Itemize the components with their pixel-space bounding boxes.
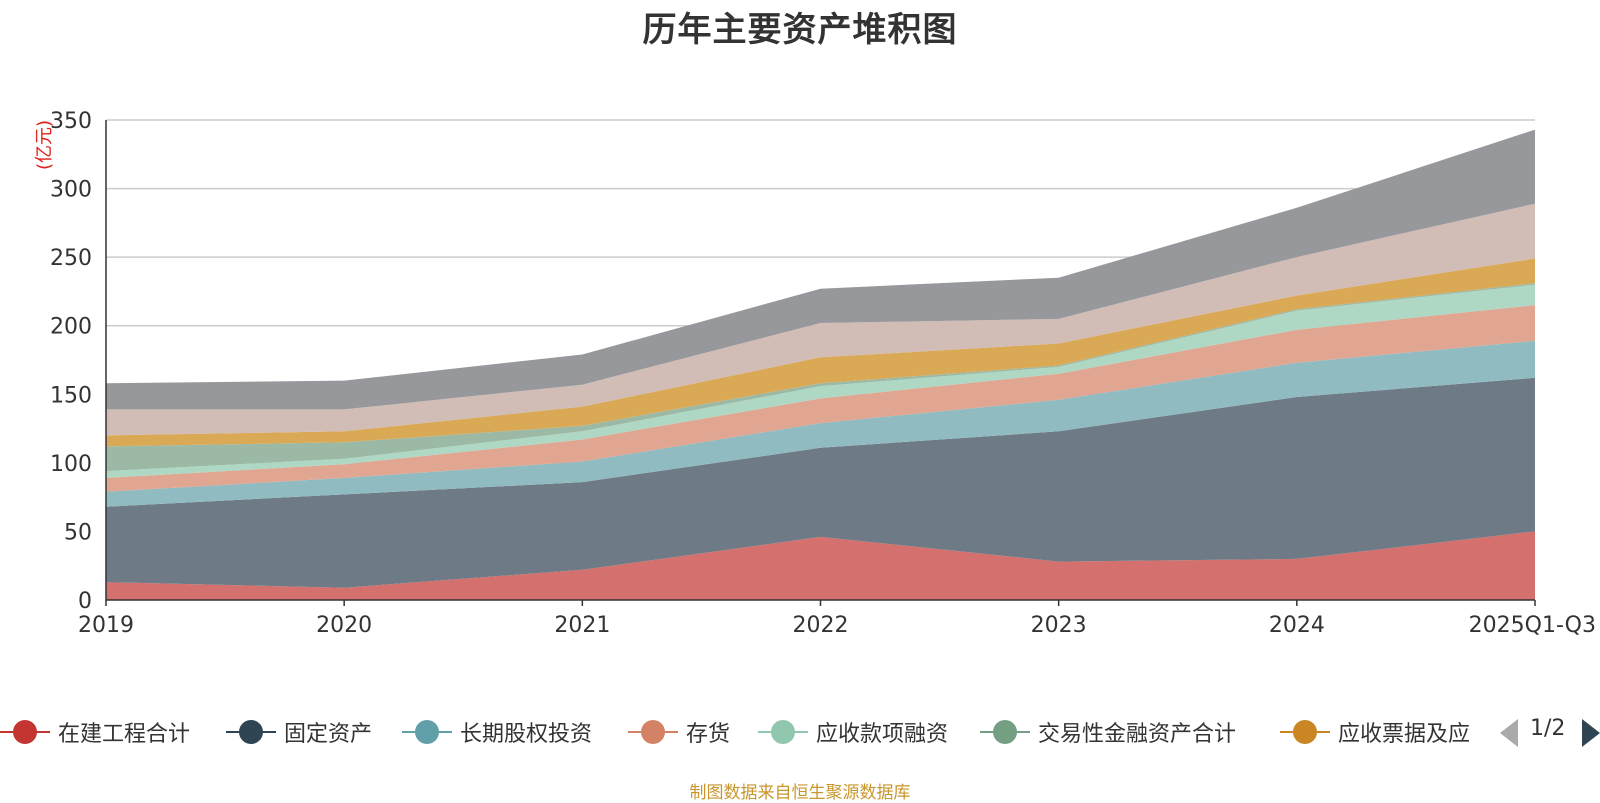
chart-title: 历年主要资产堆积图 bbox=[642, 10, 958, 50]
legend-label: 应收票据及应 bbox=[1338, 722, 1471, 747]
area-series-应收款项融资[interactable] bbox=[106, 284, 1535, 478]
legend-item[interactable]: 长期股权投资 bbox=[402, 712, 592, 752]
legend-label: 存货 bbox=[686, 722, 731, 747]
legend-marker-icon bbox=[758, 720, 808, 744]
area-series-在建工程合计[interactable] bbox=[106, 531, 1535, 600]
area-series-固定资产[interactable] bbox=[106, 377, 1535, 588]
stacked-area-chart: 0 50 100 150 200 250 300 350 2019 2020 2021 2022 202… bbox=[34, 109, 1596, 638]
legend-page-indicator: 1/2 bbox=[1530, 716, 1566, 741]
x-tick-label: 2025Q1-Q3 bbox=[1469, 613, 1596, 638]
legend-next-page-icon[interactable] bbox=[1582, 719, 1600, 747]
y-tick-label: 200 bbox=[50, 315, 92, 340]
x-tick-label: 2022 bbox=[793, 613, 849, 638]
legend-item[interactable]: 在建工程合计 bbox=[0, 712, 190, 752]
legend-item[interactable]: 固定资产 bbox=[226, 712, 372, 752]
legend-item[interactable]: 应收款项融资 bbox=[758, 712, 948, 752]
legend-item[interactable]: 应收票据及应 bbox=[1280, 712, 1470, 752]
legend: 在建工程合计 固定资产 长期股权投资 存货 应收款项融资 交易性金融资产合计 应收票据及应 bbox=[0, 712, 1600, 752]
series-areas[interactable] bbox=[106, 129, 1535, 600]
area-series-其他1[interactable] bbox=[106, 203, 1535, 436]
legend-label: 在建工程合计 bbox=[58, 722, 191, 747]
y-tick-label: 300 bbox=[50, 178, 92, 203]
y-tick-label: 250 bbox=[50, 246, 92, 271]
y-tick-label: 350 bbox=[50, 109, 92, 134]
x-tick-label: 2020 bbox=[316, 613, 372, 638]
data-source-note: 制图数据来自恒生聚源数据库 bbox=[689, 783, 911, 803]
legend-marker-icon bbox=[0, 720, 50, 744]
y-axis-unit-label: (亿元) bbox=[34, 120, 55, 170]
legend-marker-icon bbox=[402, 720, 452, 744]
area-series-长期股权投资[interactable] bbox=[106, 340, 1535, 507]
y-tick-label: 0 bbox=[78, 589, 92, 614]
legend-marker-icon bbox=[628, 720, 678, 744]
legend-label: 长期股权投资 bbox=[460, 722, 593, 747]
x-tick-label: 2023 bbox=[1031, 613, 1087, 638]
y-tick-label: 50 bbox=[64, 520, 92, 545]
legend-marker-icon bbox=[980, 720, 1030, 744]
legend-item[interactable]: 交易性金融资产合计 bbox=[980, 712, 1236, 752]
legend-prev-page-icon[interactable] bbox=[1500, 719, 1518, 747]
legend-marker-icon bbox=[1280, 720, 1330, 744]
legend-marker-icon bbox=[226, 720, 276, 744]
tick-labels: 0 50 100 150 200 250 300 350 2019 2020 2021 2022 202… bbox=[50, 109, 1596, 638]
legend-label: 应收款项融资 bbox=[816, 722, 949, 747]
legend-label: 固定资产 bbox=[284, 722, 373, 747]
axes bbox=[105, 120, 1536, 606]
x-tick-label: 2021 bbox=[554, 613, 610, 638]
y-tick-label: 150 bbox=[50, 383, 92, 408]
legend-label: 交易性金融资产合计 bbox=[1038, 722, 1237, 747]
x-tick-label: 2019 bbox=[78, 613, 134, 638]
x-tick-label: 2024 bbox=[1269, 613, 1325, 638]
area-series-交易性金融资产合计[interactable] bbox=[106, 283, 1535, 472]
legend-item[interactable]: 存货 bbox=[628, 712, 730, 752]
y-tick-label: 100 bbox=[50, 452, 92, 477]
